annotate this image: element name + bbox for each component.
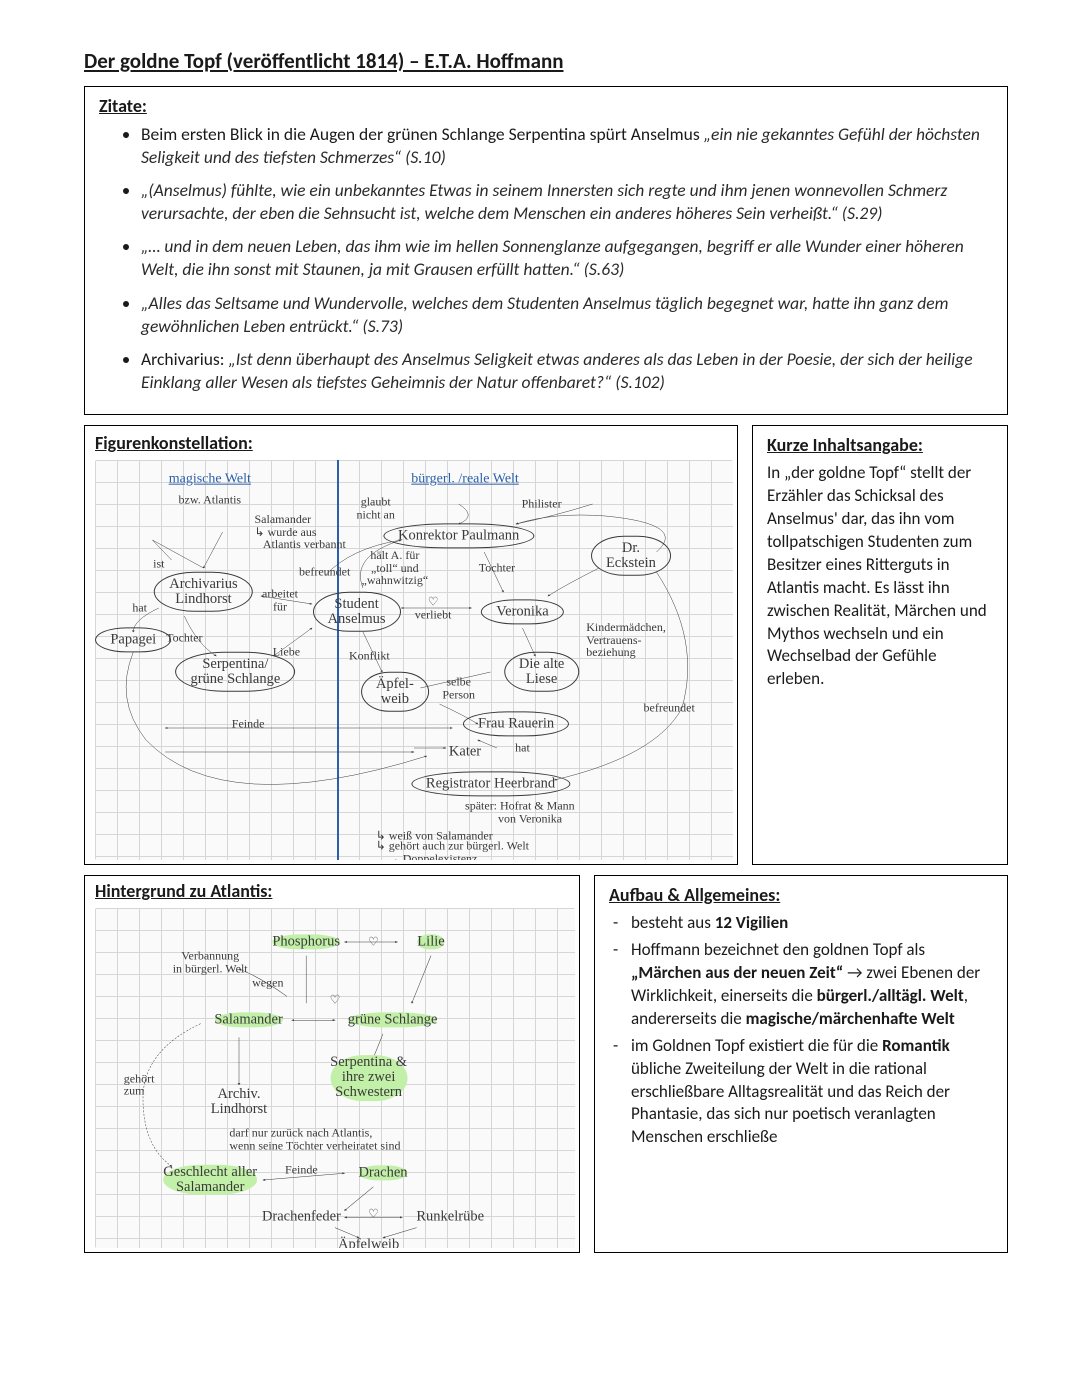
diagram-label: Kindermädchen, Vertrauens- beziehung — [586, 621, 666, 659]
diagram-node: Kater — [449, 744, 481, 759]
diagram-label: Philister — [522, 498, 562, 511]
diagram-label: wegen — [252, 976, 283, 989]
diagram-label: hat — [132, 602, 147, 615]
zitate-item: Beim ersten Blick in die Augen der grüne… — [141, 123, 993, 169]
diagram-node: Die alte Liese — [504, 652, 580, 692]
diagram-node: Phosphorus — [272, 934, 340, 949]
page-title: Der goldne Topf (veröffentlicht 1814) – … — [84, 48, 1008, 74]
diagram-node: Dr. Eckstein — [591, 536, 671, 576]
diagram-node: Papagei — [95, 627, 171, 652]
aufbau-list: besteht aus 12 Vigilien Hoffmann bezeichn… — [609, 912, 993, 1149]
diagram-label: befreundet — [299, 566, 350, 579]
diagram-label: ist — [153, 558, 164, 571]
diagram-node: Geschlecht aller Salamander — [163, 1165, 257, 1195]
diagram-node: Student Anselmus — [313, 592, 401, 632]
diagram-label: ♡ — [368, 1208, 379, 1221]
diagram-label: Feinde — [285, 1163, 318, 1176]
figuren-heading: Figurenkonstellation: — [95, 432, 733, 454]
diagram-label: darf nur zurück nach Atlantis, wenn sein… — [229, 1127, 400, 1152]
world-label-real: bürgerl. /reale Welt — [411, 473, 519, 488]
diagram-node: Registrator Heerbrand — [411, 771, 570, 796]
diagram-label: Tochter — [479, 562, 515, 575]
diagram-label: gehört zum — [124, 1072, 155, 1097]
zitate-list: Beim ersten Blick in die Augen der grüne… — [99, 123, 993, 394]
diagram-node: Drachenfeder — [262, 1210, 341, 1225]
summary-text: In „der goldne Topf“ stellt der Erzähler… — [767, 462, 993, 691]
atlantis-diagram: Phosphorus Lilie Salamander grüne Schlange S… — [95, 908, 575, 1248]
aufbau-heading: Aufbau & Allgemeines: — [609, 884, 993, 906]
diagram-node: Äpfel- weib — [361, 672, 429, 712]
diagram-label: arbeitet für — [262, 587, 298, 612]
atlantis-box: Hintergrund zu Atlantis: Phosphorus Lilie… — [84, 875, 580, 1253]
diagram-label: ♡ verliebt — [415, 595, 452, 620]
diagram-label: ♡ — [330, 993, 341, 1006]
diagram-label: ↳ gehört auch zur bürgerl. Welt → Doppel… — [376, 839, 529, 860]
aufbau-box: Aufbau & Allgemeines: besteht aus 12 Vig… — [594, 875, 1008, 1253]
zitate-item: „Alles das Seltsame und Wundervolle, wel… — [141, 292, 993, 338]
diagram-label: hat — [515, 742, 530, 755]
diagram-node: grüne Schlange — [348, 1013, 438, 1028]
diagram-node: Lilie — [417, 934, 444, 949]
diagram-label: Konflikt — [349, 650, 390, 663]
diagram-label: Tochter — [166, 632, 202, 645]
row-2: Figurenkonstellation: Archivarius Lindho… — [84, 425, 1008, 865]
aufbau-item: Hoffmann bezeichnet den goldnen Topf als… — [631, 939, 993, 1031]
diagram-label: befreundet — [644, 702, 695, 715]
world-label-magic-sub: bzw. Atlantis — [179, 494, 242, 507]
diagram-node: Konrektor Paulmann — [383, 523, 534, 548]
zitate-item: „… und in dem neuen Leben, das ihm wie i… — [141, 235, 993, 281]
diagram-node: Serpentina & ihre zwei Schwestern — [330, 1055, 407, 1101]
diagram-node: Runkelrübe — [416, 1210, 484, 1225]
diagram-label: später: Hofrat & Mann von Veronika — [465, 799, 575, 824]
atlantis-heading: Hintergrund zu Atlantis: — [95, 880, 575, 902]
aufbau-item: im Goldnen Topf existiert die für die Ro… — [631, 1035, 993, 1150]
figuren-diagram: Archivarius LindhorstPapageiSerpentina/ … — [95, 460, 733, 860]
world-label-magic: magische Welt — [169, 473, 251, 488]
zitate-box: Zitate: Beim ersten Blick in die Augen d… — [84, 86, 1008, 415]
diagram-label: selbe Person — [442, 675, 475, 700]
diagram-label: ♡ — [368, 936, 379, 949]
zitate-item: „(Anselmus) fühlte, wie ein unbekanntes … — [141, 179, 993, 225]
diagram-node: Archivarius Lindhorst — [154, 572, 252, 612]
diagram-node: Archiv. Lindhorst — [211, 1087, 267, 1117]
diagram-label: Verbannung in bürgerl. Welt — [173, 950, 248, 975]
aufbau-item: besteht aus 12 Vigilien — [631, 912, 993, 935]
zitate-heading: Zitate: — [99, 95, 993, 117]
diagram-node: Drachen — [358, 1166, 407, 1181]
diagram-node: Frau Rauerin — [463, 711, 569, 736]
diagram-node: Äpfelweib — [338, 1237, 399, 1248]
diagram-label: Salamander ↳ wurde aus Atlantis verbannt — [255, 513, 346, 551]
summary-box: Kurze Inhaltsangabe: In „der goldne Topf… — [752, 425, 1008, 865]
diagram-label: hält A. für „toll“ und „wahnwitzig“ — [362, 549, 429, 587]
diagram-node: Salamander — [214, 1013, 282, 1028]
summary-heading: Kurze Inhaltsangabe: — [767, 434, 993, 456]
figuren-box: Figurenkonstellation: Archivarius Lindho… — [84, 425, 738, 865]
diagram-label: Feinde — [232, 718, 265, 731]
page: Der goldne Topf (veröffentlicht 1814) – … — [0, 0, 1080, 1397]
diagram-label: Liebe — [273, 646, 300, 659]
diagram-label: glaubt nicht an — [357, 495, 395, 520]
zitate-item: Archivarius: „Ist denn überhaupt des Ans… — [141, 348, 993, 394]
diagram-node: Veronika — [481, 599, 563, 624]
row-3: Hintergrund zu Atlantis: Phosphorus Lilie… — [84, 875, 1008, 1253]
